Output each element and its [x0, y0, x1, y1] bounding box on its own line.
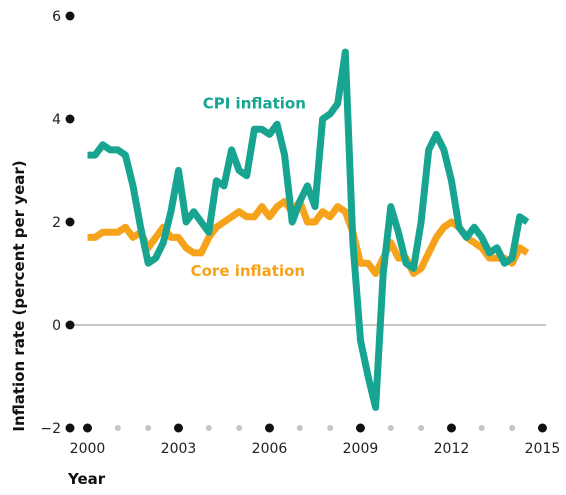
x-tick-dot-major: [355, 423, 365, 433]
y-tick-label: 2: [52, 215, 61, 231]
series-line-core-inflation: [87, 197, 530, 277]
series-label-cpi-inflation: CPI inflation: [203, 95, 306, 113]
y-tick-label: 0: [52, 318, 61, 334]
x-tick-dot-major: [537, 423, 547, 433]
x-tick-dot-minor: [145, 425, 152, 431]
y-tick-dot: [65, 11, 75, 21]
y-axis-title: Inflation rate (percent per year): [10, 160, 28, 431]
x-tick-dot-minor: [205, 425, 212, 431]
y-tick-label: 4: [52, 112, 61, 128]
x-tick-label: 2015: [525, 441, 561, 457]
x-tick-dot-minor: [327, 425, 334, 431]
x-tick-dot-minor: [387, 425, 394, 431]
y-tick-label: −2: [40, 421, 61, 437]
x-tick-dot-major: [83, 423, 92, 433]
x-tick-dot-minor: [296, 425, 303, 431]
y-tick-dot: [65, 217, 75, 227]
x-tick-dot-minor: [509, 425, 516, 431]
x-tick-dot-major: [264, 423, 274, 433]
series-label-core-inflation: Core inflation: [191, 262, 305, 280]
series-line-cpi-inflation: [87, 48, 530, 411]
x-tick-dot-minor: [114, 425, 121, 431]
y-tick-label: 6: [52, 9, 61, 25]
y-tick-dot: [65, 320, 75, 330]
x-tick-dot-major: [173, 423, 183, 433]
y-tick-dot: [65, 114, 75, 124]
x-tick-dot-minor: [478, 425, 485, 431]
x-axis-title: Year: [67, 470, 106, 488]
x-tick-dot-minor: [236, 425, 243, 431]
x-tick-dot-major: [446, 423, 456, 433]
y-tick-dot: [65, 423, 75, 433]
x-tick-label: 2009: [343, 441, 379, 457]
x-tick-label: 2003: [161, 441, 197, 457]
x-tick-label: 2000: [70, 441, 106, 457]
x-tick-dot-minor: [418, 425, 425, 431]
x-tick-label: 2006: [252, 441, 288, 457]
x-tick-label: 2012: [434, 441, 470, 457]
